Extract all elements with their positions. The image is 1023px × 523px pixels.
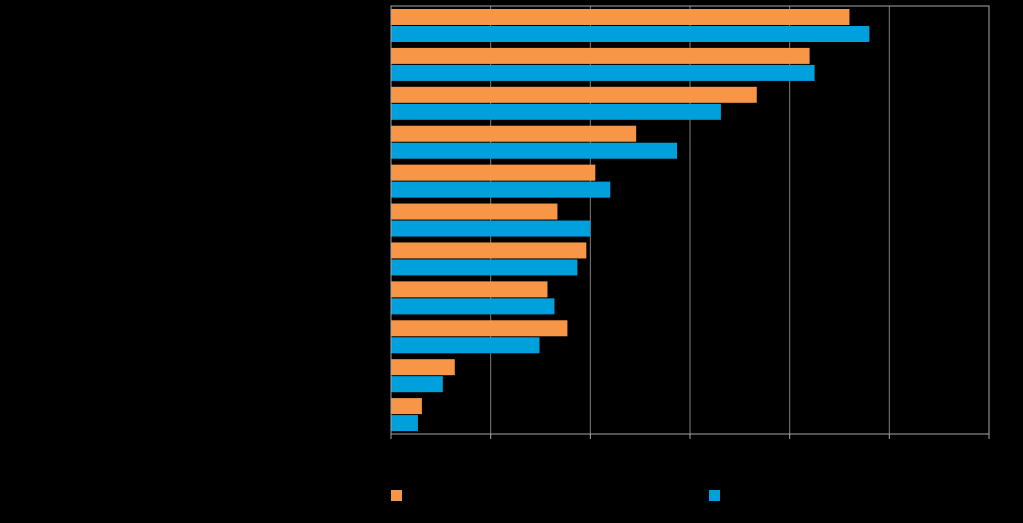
- bar-series-1: [391, 242, 587, 259]
- bar-series-2: [391, 259, 578, 276]
- bar-series-2: [391, 142, 678, 159]
- bar-series-1: [391, 164, 596, 181]
- bar-series-group: [391, 9, 870, 432]
- bar-series-1: [391, 125, 637, 142]
- bar-series-2: [391, 298, 555, 315]
- bar-series-2: [391, 337, 540, 354]
- legend-swatch-series-2: [709, 490, 720, 501]
- bar-series-2: [391, 415, 418, 432]
- bar-series-1: [391, 320, 568, 337]
- bar-series-1: [391, 9, 850, 25]
- bar-series-2: [391, 220, 591, 237]
- axes: [390, 5, 990, 439]
- bar-series-1: [391, 86, 757, 103]
- bar-series-2: [391, 26, 870, 42]
- bar-series-2: [391, 181, 611, 198]
- bar-series-1: [391, 281, 548, 298]
- legend-swatch-series-1: [391, 490, 402, 501]
- bar-series-2: [391, 376, 443, 393]
- bar-series-2: [391, 103, 721, 120]
- bar-series-1: [391, 203, 558, 220]
- bar-series-1: [391, 47, 810, 64]
- legend: [391, 490, 720, 501]
- bar-series-1: [391, 398, 422, 415]
- bar-series-1: [391, 359, 455, 376]
- bar-series-2: [391, 64, 815, 81]
